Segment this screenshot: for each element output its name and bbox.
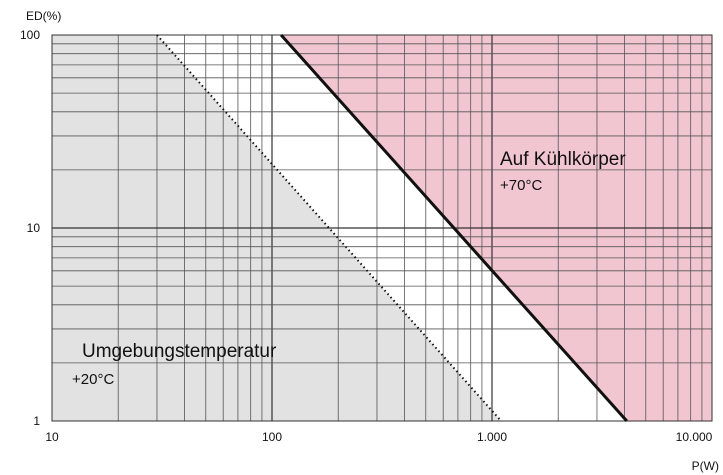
series-layer [156, 33, 628, 423]
y-tick-label: 100 [20, 28, 40, 42]
series-line-heatsink [279, 33, 628, 423]
x-tick-labels: 10 100 1.000 10.000 [45, 430, 712, 444]
region-ambient-label: Umgebungstemperatur [82, 341, 277, 362]
x-tick-label: 10 [45, 430, 59, 444]
x-tick-label: 10.000 [676, 430, 713, 444]
x-tick-label: 100 [262, 430, 282, 444]
y-axis-title: ED(%) [26, 9, 61, 23]
series-line-ambient [156, 34, 502, 422]
region-heatsink-sublabel: +70°C [500, 177, 542, 194]
grid-lines [52, 35, 712, 421]
region-heatsink-label: Auf Kühlkörper [500, 149, 626, 170]
x-tick-label: 1.000 [477, 430, 507, 444]
region-ambient-sublabel: +20°C [72, 371, 114, 388]
x-axis-title: P(W) [692, 459, 719, 473]
y-tick-labels: 1 10 100 [20, 28, 40, 428]
plot-area [51, 33, 713, 423]
y-tick-label: 10 [27, 221, 41, 235]
plot-frame [51, 34, 713, 422]
y-tick-label: 1 [33, 414, 40, 428]
